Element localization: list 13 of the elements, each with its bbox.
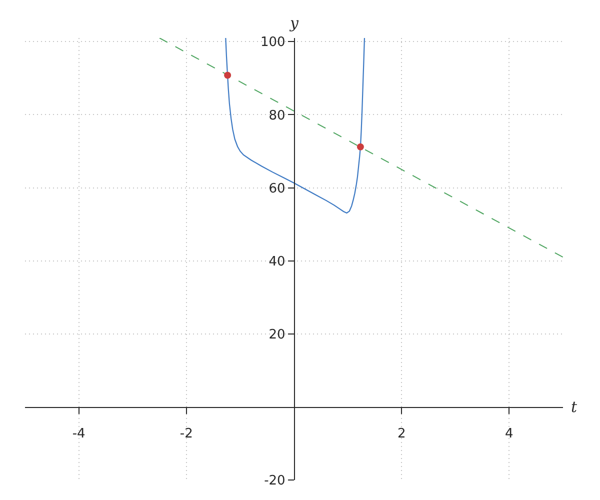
y-tick-label: 60 [268, 181, 286, 196]
x-tick-label: -2 [180, 426, 193, 442]
y-tick-label: 40 [268, 254, 286, 270]
x-tick-label: 4 [505, 426, 514, 442]
y-tick-label: 20 [268, 327, 286, 342]
y-tick-label: 80 [268, 108, 286, 124]
y-axis-title: y [289, 14, 299, 32]
x-tick-label: 2 [397, 426, 406, 442]
x-tick-label: -4 [72, 426, 86, 442]
x-axis-title: t [571, 398, 578, 416]
y-tick-label: 100 [260, 35, 286, 50]
line-series [225, 38, 366, 214]
y-tick-label: -20 [264, 474, 286, 489]
